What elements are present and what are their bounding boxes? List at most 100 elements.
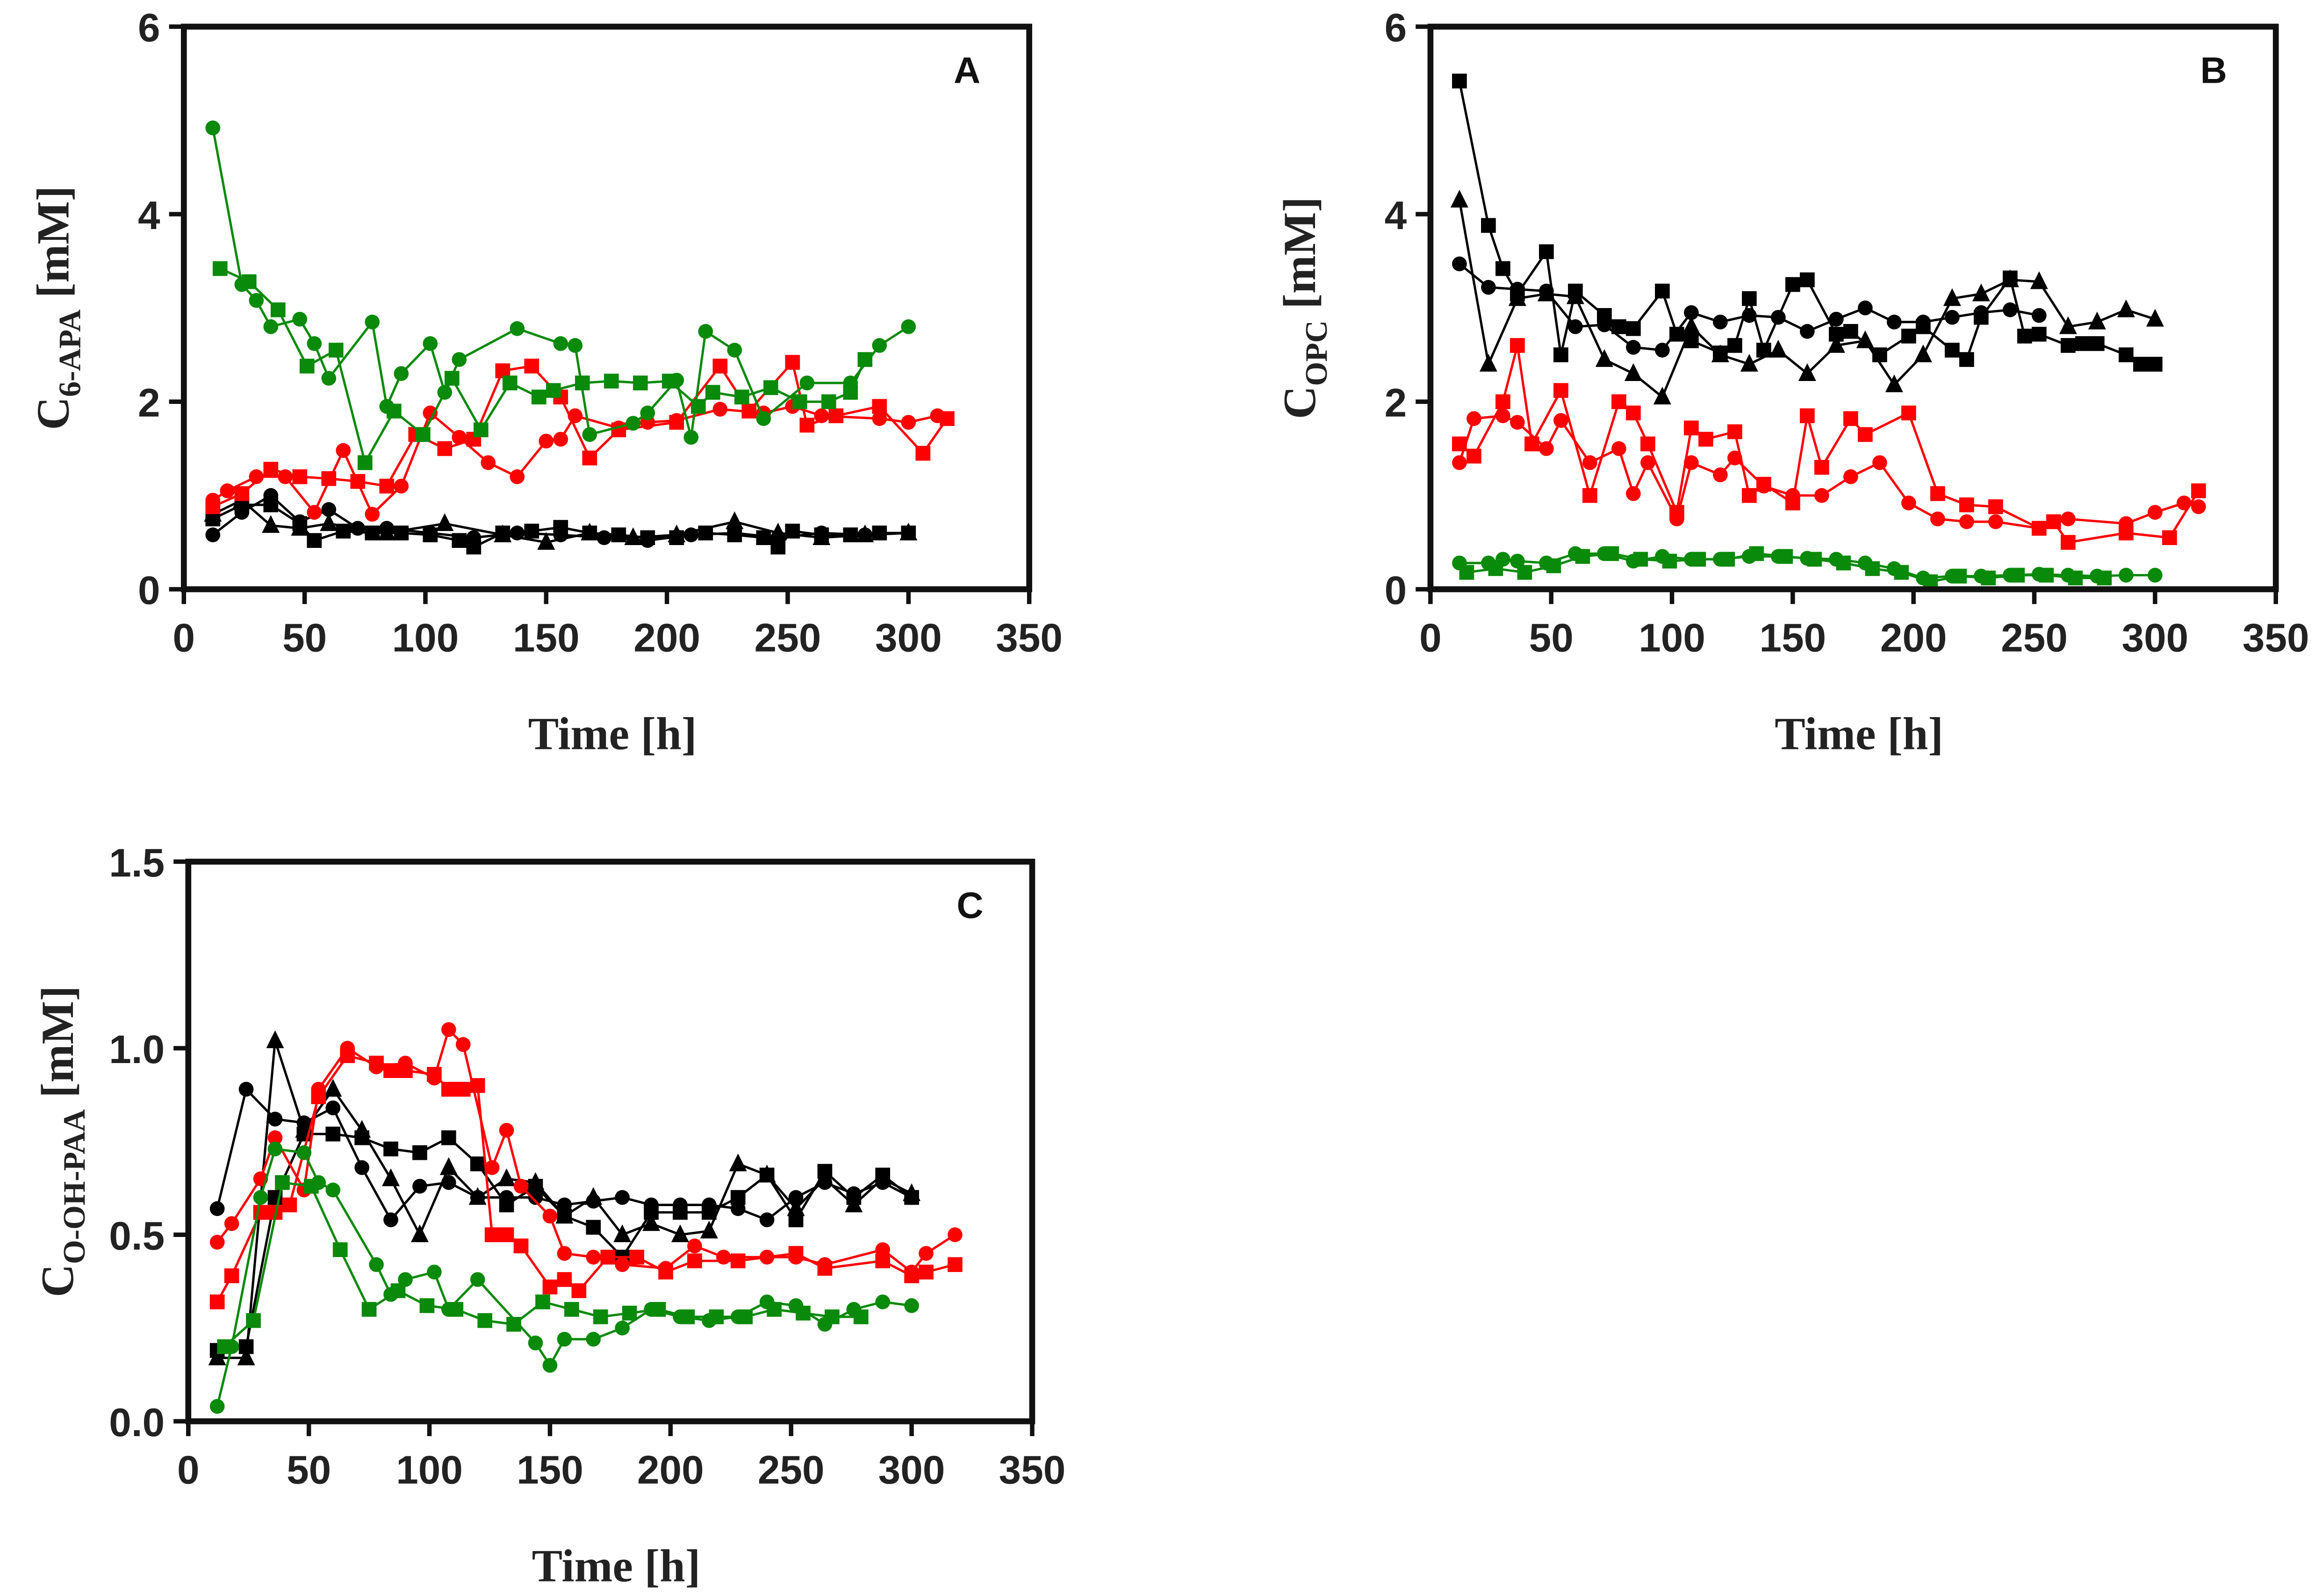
data-point (1720, 552, 1735, 567)
data-point (1640, 455, 1655, 470)
data-point (698, 324, 713, 339)
data-point (1807, 552, 1822, 567)
data-point (320, 513, 338, 531)
panel-letter: A (954, 49, 980, 91)
x-tick-label: 250 (758, 1448, 825, 1492)
x-tick-label: 50 (1529, 616, 1574, 660)
data-point (1843, 411, 1858, 426)
data-point (249, 293, 264, 308)
y-tick-label: 0.5 (109, 1214, 165, 1258)
data-point (712, 359, 728, 374)
data-point (1740, 353, 1758, 372)
data-point (1981, 570, 1996, 586)
data-point (1624, 363, 1642, 381)
data-point (321, 502, 337, 517)
data-point (209, 1235, 225, 1250)
data-point (763, 380, 778, 395)
data-point (1858, 300, 1873, 316)
data-point (1742, 488, 1757, 503)
data-point (816, 1168, 834, 1186)
data-point (690, 399, 706, 414)
x-tick-label: 300 (2122, 616, 2189, 660)
data-point (537, 532, 555, 550)
data-point (1553, 347, 1568, 362)
data-point (875, 1242, 891, 1258)
data-point (1568, 319, 1583, 334)
data-point (1595, 349, 1613, 367)
data-point (1510, 554, 1525, 569)
data-point (875, 1253, 891, 1268)
data-point (441, 1022, 456, 1037)
data-point (1626, 321, 1641, 336)
data-point (604, 374, 619, 389)
data-point (282, 1197, 297, 1213)
data-point (1894, 565, 1909, 580)
y-tick-label: 1.0 (109, 1028, 165, 1072)
data-point (2119, 525, 2134, 540)
data-point (705, 385, 720, 400)
data-point (1843, 469, 1858, 484)
y-axis-label: COPC [mM] (1275, 197, 1334, 419)
x-axis-label: Time [h] (1775, 709, 1943, 759)
data-point (470, 1078, 485, 1093)
x-tick-label: 150 (513, 616, 580, 660)
data-point (292, 469, 308, 484)
series-line-red-circle (216, 1027, 956, 1274)
data-point (382, 1168, 400, 1186)
data-point (1481, 218, 1496, 233)
data-point (687, 1253, 702, 1268)
panel-c: 0 50 100 150 200 250 300 350 0.0 0.5 1.0 1.5 Time [h… (33, 841, 1066, 1591)
data-point (2097, 570, 2112, 586)
data-point (1452, 455, 1467, 470)
data-point (730, 1201, 746, 1216)
data-point (769, 522, 787, 540)
panel-a: 0 50 100 150 200 250 300 350 0 2 4 6 Time [h] C6-APA … (28, 6, 1063, 760)
data-point (452, 352, 467, 367)
data-point (539, 433, 554, 449)
data-point (328, 343, 344, 358)
y-axis-label-main: C (1275, 386, 1325, 419)
data-point (394, 525, 409, 540)
x-tick-label: 100 (396, 1448, 463, 1492)
data-point (1843, 324, 1858, 339)
data-point (727, 343, 742, 358)
data-point (321, 471, 337, 486)
data-point (468, 1187, 487, 1205)
data-point (212, 261, 228, 276)
data-point (441, 1130, 456, 1145)
data-point (452, 533, 467, 548)
data-point (593, 1309, 608, 1324)
data-point (2191, 499, 2206, 514)
data-point (217, 1339, 232, 1354)
x-tick-label: 300 (878, 1448, 945, 1492)
data-point (1901, 496, 1916, 510)
data-point (2032, 521, 2047, 536)
data-point (1597, 308, 1612, 323)
data-point (825, 1309, 840, 1324)
data-point (903, 1183, 921, 1201)
data-point (872, 338, 887, 353)
data-point (249, 469, 264, 484)
data-point (1450, 189, 1468, 208)
data-point (1901, 405, 1916, 421)
data-point (510, 469, 525, 484)
data-point (2146, 309, 2164, 327)
data-point (394, 478, 409, 494)
data-point (266, 1030, 284, 1049)
data-point (874, 1168, 892, 1186)
data-point (2117, 299, 2135, 317)
data-point (1452, 436, 1467, 452)
data-point (1713, 467, 1728, 482)
data-point (1626, 340, 1641, 355)
data-point (444, 371, 460, 386)
series-black-triangle (208, 1030, 921, 1366)
data-point (633, 375, 648, 391)
data-point (340, 1048, 355, 1064)
data-point (307, 533, 322, 548)
y-tick-label: 0 (1385, 568, 1407, 613)
data-point (683, 430, 699, 445)
series-black-triangle (1450, 189, 2164, 405)
x-axis-label: Time [h] (532, 1541, 701, 1591)
data-point (369, 1257, 384, 1272)
